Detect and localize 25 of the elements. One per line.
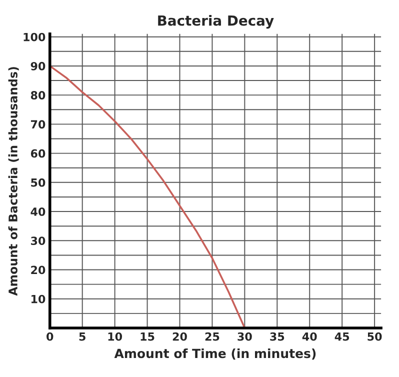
chart-title: Bacteria Decay [158,15,274,29]
y-tick-label: 30 [30,236,46,246]
y-tick-label: 90 [30,62,46,70]
x-tick-label: 35 [270,332,284,341]
y-tick-label: 50 [31,178,46,187]
x-tick-label: 30 [238,332,252,341]
x-tick-label: 0 [46,332,54,341]
y-tick-label: 100 [24,32,46,42]
x-tick-label: 20 [172,332,187,341]
y-tick-label: 60 [30,149,46,158]
x-tick-label: 15 [140,332,154,341]
y-tick-label: 20 [31,266,46,274]
y-tick-label: 70 [30,120,46,129]
x-tick-label: 50 [368,332,382,341]
x-tick-label: 45 [334,332,350,341]
x-axis-title: Amount of Time (in minutes) [114,348,316,360]
y-tick-label: 40 [30,208,46,216]
x-tick-label: 5 [79,332,86,341]
x-tick-label: 10 [108,332,122,341]
x-tick-label: 40 [302,332,317,341]
x-tick-label: 25 [205,332,220,341]
line-series [50,65,246,328]
y-tick-label: 10 [32,294,46,304]
y-tick-label: 80 [30,91,46,100]
y-axis-title: Amount of Bacteria (in thousands) [8,67,19,296]
